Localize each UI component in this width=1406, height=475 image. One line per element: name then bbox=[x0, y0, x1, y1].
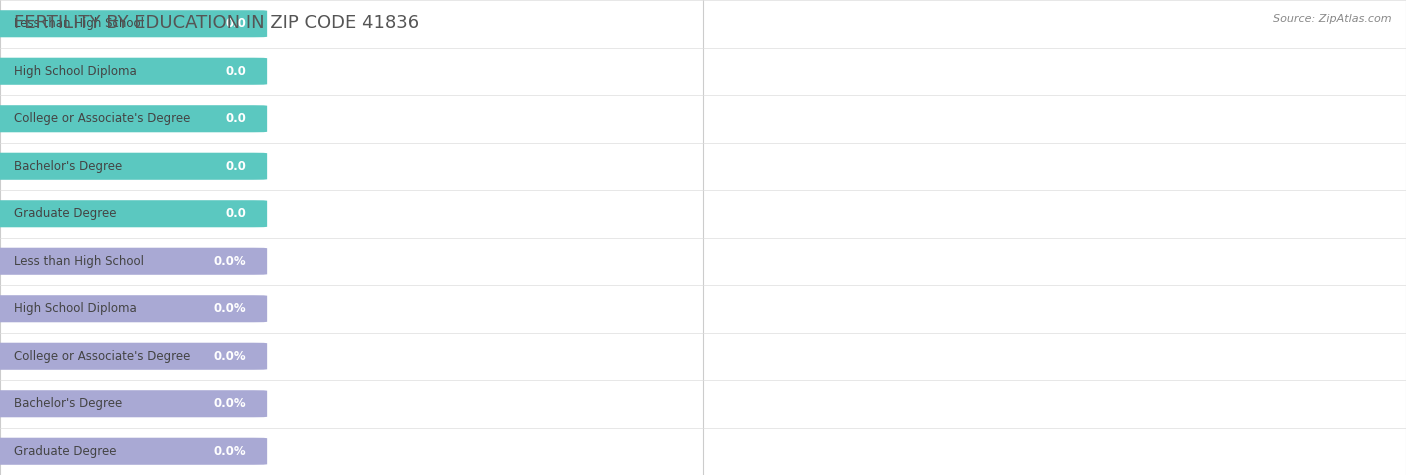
FancyBboxPatch shape bbox=[0, 438, 267, 465]
Text: 0.0: 0.0 bbox=[225, 17, 246, 30]
Text: 0.0: 0.0 bbox=[225, 112, 246, 125]
Bar bbox=[0, 332, 1406, 380]
FancyBboxPatch shape bbox=[0, 153, 267, 180]
Text: High School Diploma: High School Diploma bbox=[14, 302, 136, 315]
Bar bbox=[0, 380, 1406, 428]
Bar bbox=[0, 0, 1406, 48]
Text: College or Associate's Degree: College or Associate's Degree bbox=[14, 350, 190, 363]
Bar bbox=[0, 48, 1406, 95]
Text: 0.0: 0.0 bbox=[225, 207, 246, 220]
Bar bbox=[0, 142, 1406, 190]
Bar bbox=[0, 428, 1406, 475]
Text: Bachelor's Degree: Bachelor's Degree bbox=[14, 397, 122, 410]
Bar bbox=[0, 95, 1406, 142]
FancyBboxPatch shape bbox=[0, 105, 267, 133]
FancyBboxPatch shape bbox=[0, 295, 267, 323]
Text: Less than High School: Less than High School bbox=[14, 17, 143, 30]
FancyBboxPatch shape bbox=[0, 10, 267, 38]
Bar bbox=[0, 238, 1406, 285]
Bar bbox=[0, 285, 1406, 332]
FancyBboxPatch shape bbox=[0, 57, 267, 85]
FancyBboxPatch shape bbox=[0, 200, 267, 228]
Text: FERTILITY BY EDUCATION IN ZIP CODE 41836: FERTILITY BY EDUCATION IN ZIP CODE 41836 bbox=[14, 14, 419, 32]
Text: 0.0%: 0.0% bbox=[214, 445, 246, 458]
Text: Graduate Degree: Graduate Degree bbox=[14, 445, 117, 458]
Text: High School Diploma: High School Diploma bbox=[14, 65, 136, 78]
FancyBboxPatch shape bbox=[0, 343, 267, 370]
Text: 0.0%: 0.0% bbox=[214, 302, 246, 315]
Text: 0.0: 0.0 bbox=[225, 65, 246, 78]
Text: 0.0%: 0.0% bbox=[214, 350, 246, 363]
Text: Less than High School: Less than High School bbox=[14, 255, 143, 268]
Text: 0.0: 0.0 bbox=[225, 160, 246, 173]
Bar bbox=[0, 190, 1406, 238]
Text: Bachelor's Degree: Bachelor's Degree bbox=[14, 160, 122, 173]
FancyBboxPatch shape bbox=[0, 390, 267, 417]
Text: Source: ZipAtlas.com: Source: ZipAtlas.com bbox=[1274, 14, 1392, 24]
FancyBboxPatch shape bbox=[0, 248, 267, 275]
Text: 0.0%: 0.0% bbox=[214, 397, 246, 410]
Text: Graduate Degree: Graduate Degree bbox=[14, 207, 117, 220]
Text: College or Associate's Degree: College or Associate's Degree bbox=[14, 112, 190, 125]
Text: 0.0%: 0.0% bbox=[214, 255, 246, 268]
